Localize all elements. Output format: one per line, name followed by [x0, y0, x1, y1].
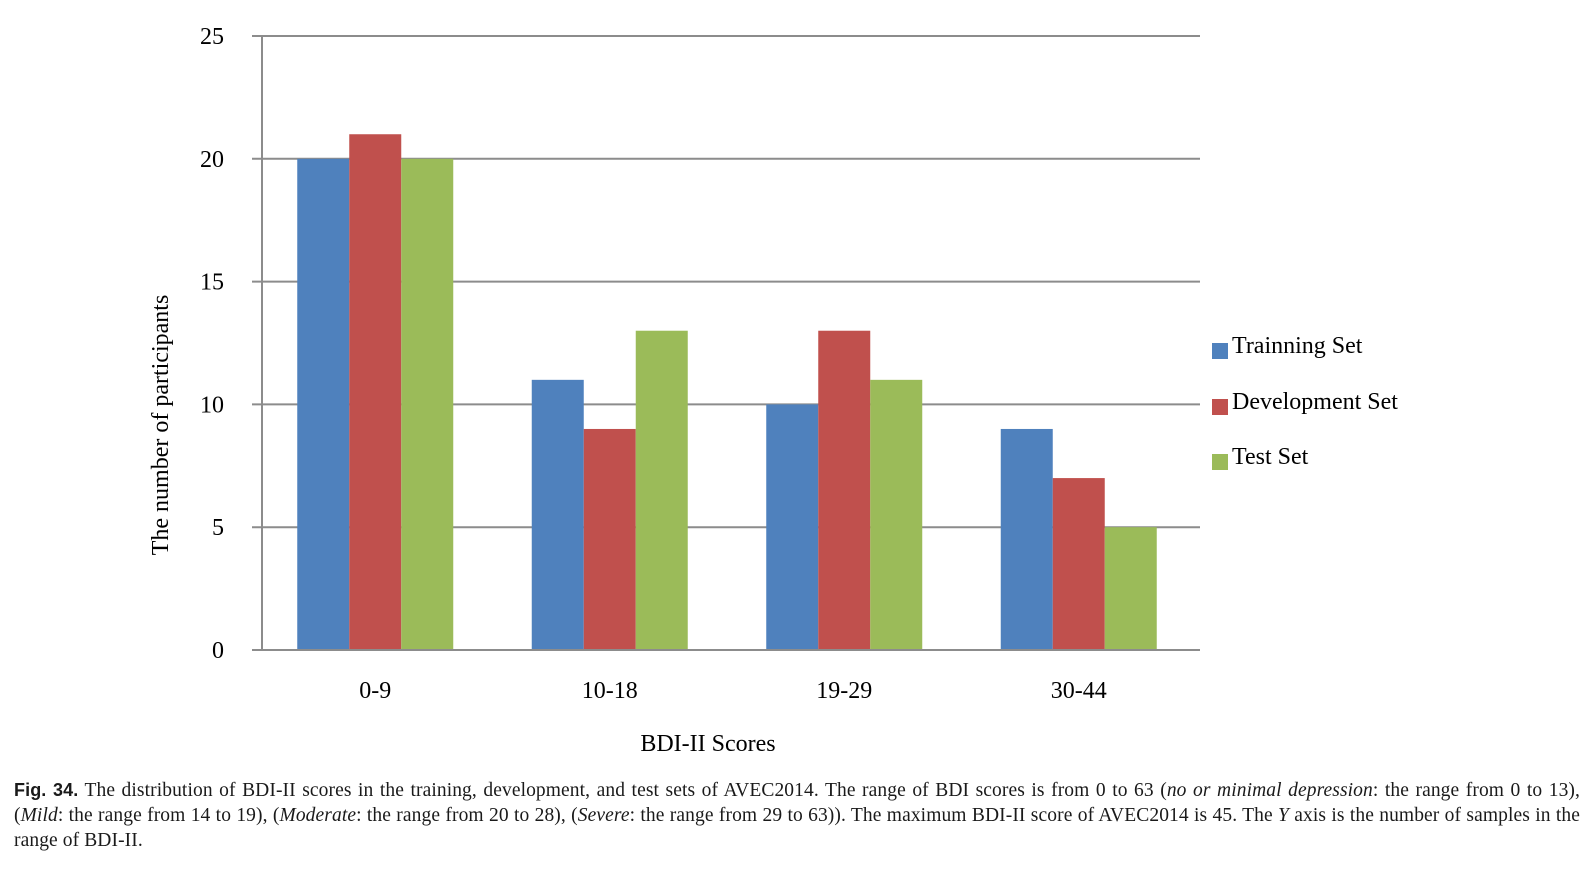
x-tick-label: 30-44 [1051, 678, 1107, 704]
bar-10-18-trainning-set [531, 379, 584, 650]
bar-10-18-test-set [635, 330, 688, 650]
y-tick-labels: 0 5 10 15 20 25 [200, 24, 224, 664]
bars [297, 134, 1157, 651]
bar-chart: 0 5 10 15 20 25 0-9 10-18 19-29 30-44 The number… [148, 24, 1398, 757]
axes [252, 36, 1200, 651]
legend-swatch [1212, 343, 1228, 359]
legend-swatch [1212, 399, 1228, 415]
legend-label: Trainning Set [1232, 333, 1363, 359]
x-tick-labels: 0-9 10-18 19-29 30-44 [359, 678, 1107, 704]
y-axis-title: The number of participants [148, 295, 174, 556]
y-tick-label: 15 [200, 270, 224, 296]
caption-text: The distribution of BDI-II scores in the… [14, 780, 1580, 851]
bar-19-29-test-set [870, 379, 923, 650]
caption-segment: : the range from 29 to 63)). The maximum… [629, 805, 1279, 826]
figure-label: Fig. 34. [14, 780, 79, 800]
x-tick-label: 10-18 [582, 678, 638, 704]
y-tick-label: 5 [212, 515, 224, 541]
x-tick-label: 19-29 [816, 678, 872, 704]
caption-italic-term: Y [1278, 805, 1289, 826]
y-tick-label: 10 [200, 392, 224, 418]
legend: Trainning Set Development Set Test Set [1212, 333, 1398, 470]
caption-segment: : the range from 20 to 28), ( [356, 805, 578, 826]
legend-label: Test Set [1232, 444, 1309, 470]
caption-segment: : the range from 0 to 13), ( [14, 780, 1580, 826]
caption-italic-term: no or minimal depression [1166, 780, 1373, 801]
bar-30-44-development-set [1052, 478, 1105, 650]
y-tick-label: 0 [212, 638, 224, 664]
caption-segment: The distribution of BDI-II scores in the… [84, 780, 1167, 801]
bar-0-9-trainning-set [297, 158, 350, 651]
bar-19-29-development-set [818, 330, 871, 650]
bar-30-44-trainning-set [1000, 428, 1053, 650]
x-tick-label: 0-9 [359, 678, 391, 704]
caption-italic-term: Mild [20, 805, 58, 826]
y-tick-label: 20 [200, 147, 224, 173]
bar-0-9-development-set [349, 134, 402, 651]
caption-segment: axis is the number of samples in the ran… [14, 805, 1580, 851]
caption-italic-term: Moderate [279, 805, 357, 826]
figure-caption: Fig. 34. The distribution of BDI-II scor… [14, 778, 1580, 853]
legend-label: Development Set [1232, 389, 1398, 415]
y-tick-label: 25 [200, 24, 224, 50]
bar-0-9-test-set [401, 158, 454, 651]
bar-30-44-test-set [1104, 527, 1157, 650]
caption-segment: : the range from 14 to 19), ( [57, 805, 280, 826]
bar-19-29-trainning-set [766, 404, 819, 650]
x-axis-title: BDI-II Scores [640, 731, 775, 757]
caption-italic-term: Severe [577, 805, 630, 826]
legend-swatch [1212, 454, 1228, 470]
bar-10-18-development-set [583, 428, 636, 650]
